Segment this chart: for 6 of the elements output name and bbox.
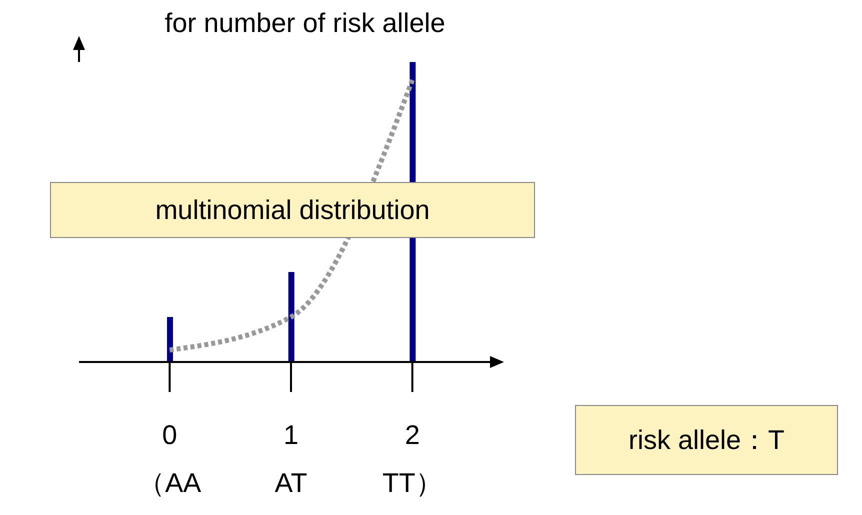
x-tick-label: 2 TT）: [382, 420, 442, 498]
text-box: multinomial distribution: [50, 182, 535, 238]
x-tick-label: 0 （AA: [138, 420, 202, 498]
text-box: risk allele：T: [575, 405, 838, 475]
chart-title: for number of risk allele: [164, 8, 446, 39]
x-tick-label: 1 AT: [274, 420, 308, 498]
